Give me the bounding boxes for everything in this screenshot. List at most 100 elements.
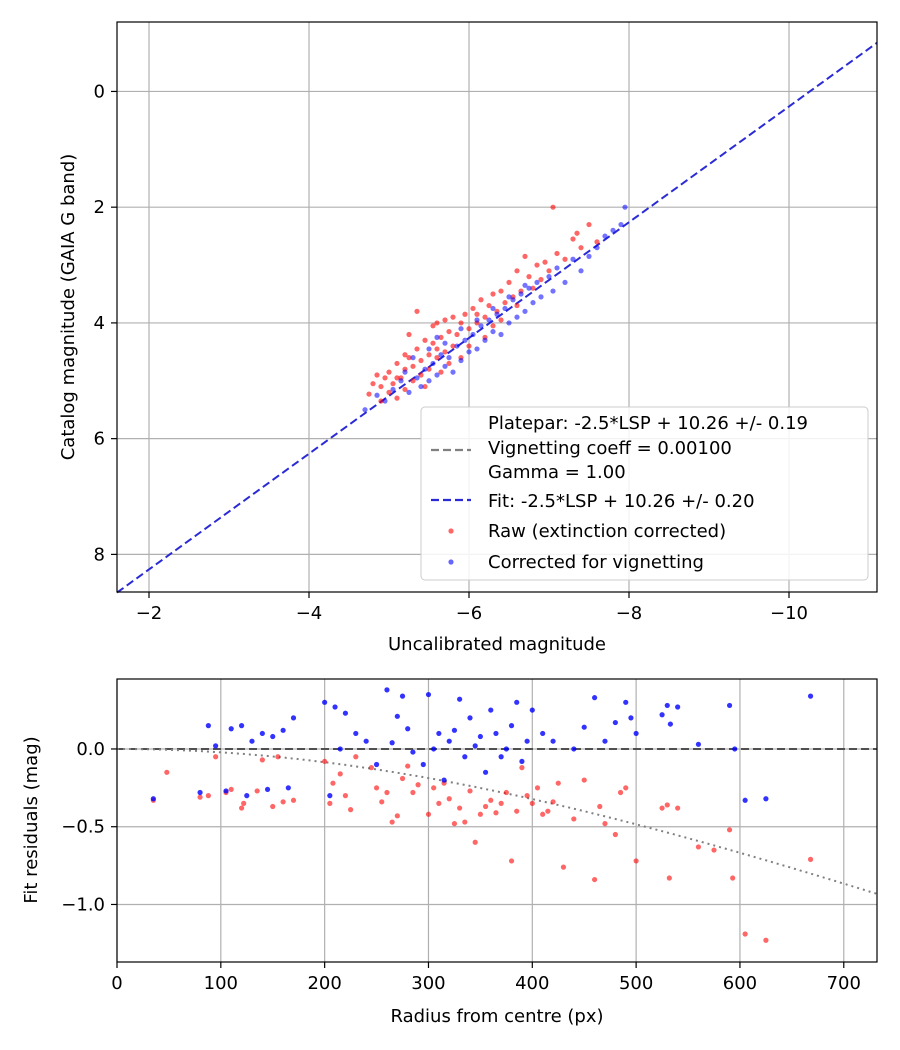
raw-residual-point [389,819,395,825]
legend-raw-dot-icon [448,528,454,534]
corrected-data-point [550,288,556,294]
bottom-y-tick-label: 0.0 [76,739,105,760]
raw-data-point [530,285,536,291]
corrected-residual-points [150,687,814,803]
raw-data-point [470,305,476,312]
corrected-data-point [486,317,492,323]
corrected-residual-point [581,724,587,730]
corrected-residual-point [337,746,343,752]
raw-residual-point [270,803,276,810]
corrected-data-point [414,375,420,381]
vignetting-curve [117,748,878,895]
corrected-residual-point [373,761,380,768]
raw-residual-point [275,754,281,760]
corrected-data-point [510,297,516,303]
top-y-tick-label: 8 [94,544,105,565]
legend: Platepar: -2.5*LSP + 10.26 +/- 0.19 Vign… [420,406,869,581]
corrected-residual-point [571,746,577,752]
top-y-ticks: 0 2 4 6 8 [94,81,117,565]
corrected-residual-point [213,743,219,749]
raw-data-point [446,360,452,367]
raw-data-point [466,326,472,332]
corrected-data-point [434,334,440,340]
raw-residual-point [514,808,520,814]
corrected-data-point [406,389,412,395]
corrected-data-point [522,308,528,314]
raw-residual-point [431,785,437,791]
raw-residual-point [711,847,717,853]
top-y-tick-label: 0 [94,81,105,102]
raw-data-point [406,331,412,338]
raw-residual-point [498,800,504,806]
corrected-data-point [514,314,520,320]
raw-residual-point [664,802,670,808]
raw-data-point [426,366,432,372]
corrected-residual-point [399,693,406,699]
corrected-residual-point [270,733,276,740]
corrected-data-point [442,363,448,369]
corrected-data-point [426,346,432,352]
top-x-ticks: −2 −4 −6 −8 −10 [136,592,808,624]
corrected-residual-point [519,758,525,765]
raw-residual-point [493,810,499,816]
corrected-residual-point [384,687,390,693]
raw-residual-point [322,758,328,765]
raw-residual-point [259,757,265,763]
raw-data-point [402,352,408,358]
raw-data-point [386,369,392,375]
corrected-residual-point [623,699,629,705]
corrected-residual-point [493,730,499,737]
raw-residual-point [597,803,603,810]
raw-residual-point [327,800,333,806]
raw-residual-point [384,789,390,796]
raw-residual-point [666,875,672,881]
raw-data-point [466,343,472,349]
corrected-data-point [362,407,368,413]
corrected-points [362,204,628,413]
corrected-residual-point [290,715,297,721]
top-x-axis-label: Uncalibrated magnitude [388,634,606,655]
raw-data-point [422,337,428,343]
raw-data-point [538,276,544,283]
raw-data-point [462,311,468,317]
raw-data-point [414,308,420,314]
corrected-data-point [490,328,496,335]
corrected-data-point [470,331,476,338]
corrected-residual-point [664,702,670,709]
raw-residual-point [405,763,411,769]
corrected-data-point [554,265,560,271]
corrected-residual-point [441,777,447,783]
raw-residual-point [337,771,343,777]
corrected-data-point [494,311,500,317]
fit-line [116,42,878,594]
raw-residual-point [238,805,245,811]
raw-data-point [402,386,408,393]
bottom-x-tick-label: 600 [723,973,757,994]
raw-data-point [574,230,580,236]
raw-data-point [482,314,488,320]
bottom-axes-frame [116,678,878,963]
corrected-data-point [502,305,508,312]
raw-data-point [522,253,528,259]
corrected-data-point [374,392,380,398]
corrected-residual-point [477,733,483,740]
corrected-residual-point [498,754,504,760]
corrected-residual-point [285,785,291,791]
raw-residual-point [425,811,432,817]
top-y-axis-label: Catalog magnitude (GAIA G band) [58,154,79,461]
corrected-data-point [506,320,512,326]
corrected-residual-point [228,726,234,732]
corrected-data-point [490,305,496,312]
corrected-data-point [454,343,460,349]
raw-residual-point [675,805,681,811]
raw-residual-point [353,754,359,760]
raw-residual-point [508,858,515,864]
corrected-data-point [402,369,408,375]
corrected-data-point [594,245,600,251]
raw-residual-point [730,875,736,881]
corrected-residual-point [205,723,211,729]
corrected-residual-point [508,723,515,729]
corrected-residual-point [503,746,509,752]
corrected-data-point [498,331,504,338]
corrected-data-point [610,227,616,233]
